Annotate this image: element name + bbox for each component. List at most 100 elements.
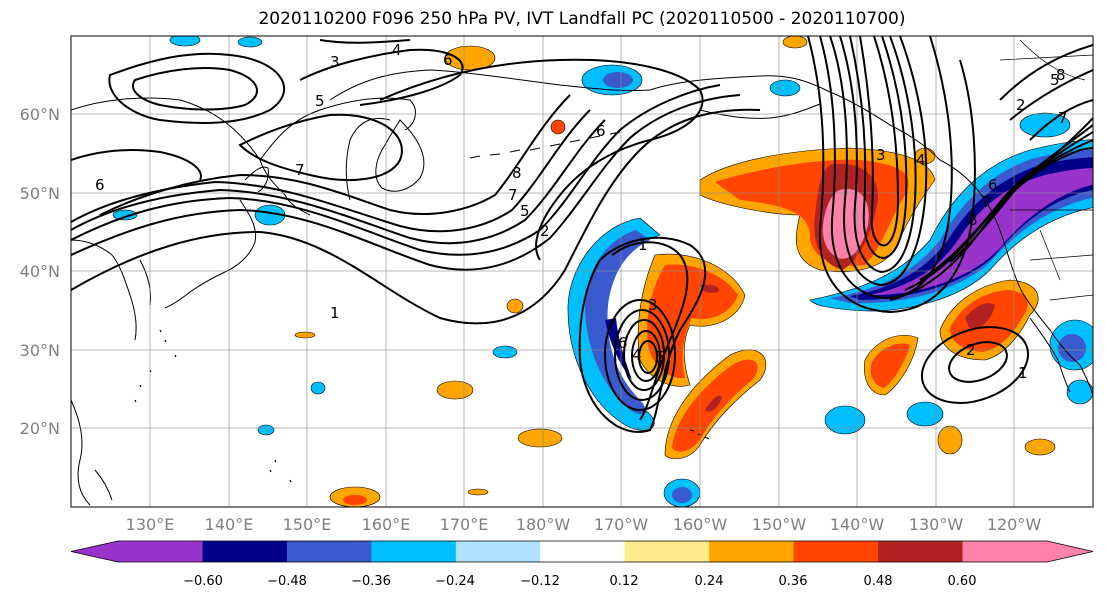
colorbar-segment [286,541,372,562]
colorbar-segment [202,541,288,562]
ivt-positive-region [294,331,316,339]
ivt-negative-region [906,401,944,427]
ivt-positive-region [870,343,910,388]
ivt-negative-region [1066,379,1093,405]
contour-label: 6 [618,334,628,352]
colorbar-ticks: −0.60 −0.48 −0.36 −0.24 −0.12 0.12 0.24 … [183,574,976,589]
lon-label: 160°E [362,515,411,534]
colorbar-tick-label: −0.24 [435,574,475,589]
contour-label: 4 [916,151,926,169]
ivt-positive-region [950,290,1028,352]
colorbar-tick-label: −0.36 [351,574,391,589]
colorbar-tick-label: −0.60 [183,574,223,589]
contour-label: 3 [648,296,658,314]
colorbar-segment [624,541,710,562]
ivt-positive-region [506,298,524,314]
ivt-positive-region [343,495,367,505]
colorbar-segment [793,541,879,562]
ivt-negative-region [492,345,518,359]
map-frame [70,35,1094,508]
lon-label: 140°W [830,515,885,534]
colorbar-segment [371,541,457,562]
lon-label: 170°E [440,515,489,534]
ivt-positive-region [1024,438,1056,456]
map-content: 3 4 5 6 7 6 1 8 7 6 2 5 1 8 7 6 3 2 5 4 … [71,36,1093,507]
colorbar [70,540,1094,563]
ivt-positive-region [705,395,722,412]
colorbar-tick-label: 0.24 [695,574,724,589]
lat-label: 60°N [20,105,60,124]
ivt-positive-region [700,284,719,293]
latitude-labels: 60°N 50°N 40°N 30°N 20°N [20,105,60,438]
ivt-positive-region [782,36,808,49]
ivt-positive-region [436,380,474,400]
contour-label: 8 [512,164,522,182]
colorbar-tick-label: 0.36 [779,574,808,589]
contour-label: 7 [295,161,305,179]
colorbar-tick-label: 0.12 [610,574,639,589]
ivt-negative-region [310,381,326,395]
contour-label: 5 [520,202,530,220]
contour-label: 6 [596,122,606,140]
ivt-negative-region [603,72,633,88]
lat-label: 20°N [20,419,60,438]
ivt-negative-region [257,424,275,436]
contour-label: 2 [1016,96,1026,114]
contour-label: 6 [988,176,998,194]
contour-label: 5 [655,348,665,366]
lon-label: 170°W [594,515,649,534]
pv-contour-labels: 3 4 5 6 7 6 1 8 7 6 2 5 1 8 7 6 3 2 5 4 … [95,41,1068,382]
lon-label: 150°W [752,515,807,534]
contour-label: 5 [1050,71,1060,89]
contour-label: 2 [966,341,976,359]
map-title: 2020110200 F096 250 hPa PV, IVT Landfall… [258,9,905,29]
ivt-negative-region [769,79,801,97]
lon-label: 130°W [909,515,964,534]
contour-label: 7 [982,193,992,211]
colorbar-outline [70,540,1094,563]
contour-label: 3 [876,146,886,164]
ivt-negative-region [585,230,650,415]
lon-label: 150°E [283,515,332,534]
ivt-negative-region [672,487,692,503]
coastlines [71,39,1093,506]
contour-label: 7 [1058,109,1068,127]
colorbar-tick-label: 0.48 [864,574,893,589]
contour-label: 6 [443,51,453,69]
contour-label: 4 [632,346,642,364]
contour-label: 4 [392,41,402,59]
pv-contours [71,36,1093,433]
ivt-positive-region [937,425,963,455]
colorbar-segment [540,541,626,562]
lon-label: 120°W [987,515,1042,534]
contour-label: 1 [638,236,648,254]
colorbar-segment [878,541,964,562]
contour-label: 8 [1056,66,1066,84]
contour-label: 1 [1018,364,1028,382]
colorbar-extend-max [962,541,1093,562]
ivt-positive-region [965,303,995,330]
contour-label: 8 [968,211,978,229]
colorbar-tick-label: −0.48 [267,574,307,589]
colorbar-tick-label: 0.60 [948,574,977,589]
lon-label: 140°E [205,515,254,534]
colorbar-segment [709,541,795,562]
lat-label: 50°N [20,184,60,203]
ivt-negative-region [1019,112,1071,138]
ivt-positive-region [467,488,489,496]
contour-label: 7 [508,186,518,204]
contour-label: 5 [315,92,325,110]
colorbar-extend-min [71,541,203,562]
ivt-negative-region [824,405,866,435]
lon-label: 130°E [126,515,175,534]
ivt-negative-region [237,36,263,48]
ivt-negative-region [1058,334,1086,362]
ivt-negative-region [169,36,201,47]
colorbar-segment [455,541,541,562]
lon-label: 160°W [673,515,728,534]
lon-label: 180°W [516,515,571,534]
contour-label: 1 [330,304,340,322]
longitude-labels: 130°E 140°E 150°E 160°E 170°E 180°W 170°… [126,515,1042,534]
lat-label: 30°N [20,341,60,360]
